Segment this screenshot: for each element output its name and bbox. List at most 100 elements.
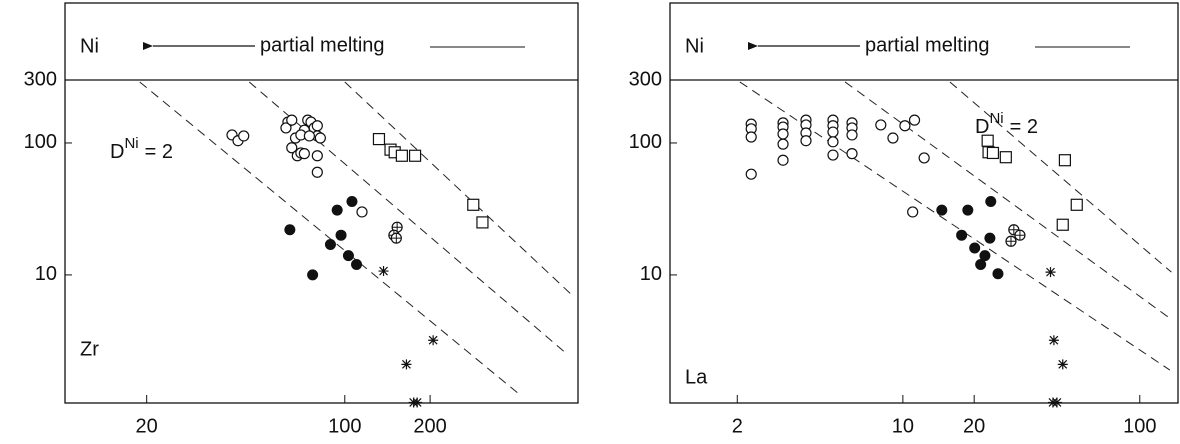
data-point	[395, 149, 408, 162]
data-point	[936, 204, 948, 216]
open-circle	[800, 135, 812, 147]
d-base: D	[975, 116, 989, 138]
y-tick-label: 300	[24, 68, 57, 90]
data-point	[956, 229, 968, 241]
data-point	[1005, 235, 1017, 247]
filled-circle	[969, 242, 981, 254]
data-point	[303, 130, 315, 142]
data-point	[1057, 359, 1068, 370]
open-circle	[875, 119, 887, 131]
d-rest: = 2	[145, 141, 173, 163]
x-tick-label: 100	[1123, 415, 1156, 437]
data-point	[981, 134, 994, 147]
arrow-label: partial melting	[865, 34, 990, 56]
data-point	[342, 250, 354, 262]
data-point	[351, 258, 363, 270]
y-tick-label: 10	[35, 263, 57, 285]
data-point	[408, 149, 422, 162]
d-sup: Ni	[989, 110, 1003, 127]
data-point	[999, 151, 1012, 164]
x-tick-label: 20	[136, 415, 158, 437]
data-point	[286, 114, 298, 126]
plus-part	[1008, 224, 1019, 235]
data-point	[1014, 229, 1026, 241]
filled-circle	[335, 229, 347, 241]
data-point	[401, 359, 412, 370]
d-sup: Ni	[124, 135, 138, 152]
data-point	[846, 148, 858, 160]
plot-frame	[669, 2, 1179, 404]
filled-circle	[936, 204, 948, 216]
plus-part	[391, 233, 402, 244]
open-circle	[280, 122, 292, 134]
x-tick-label: 100	[328, 415, 361, 437]
filled-circle	[992, 268, 1004, 280]
open-circle	[286, 142, 298, 154]
filled-circle	[979, 250, 991, 262]
data-point	[311, 150, 323, 162]
filled-circle	[346, 196, 358, 208]
open-circle	[286, 114, 298, 126]
data-point	[800, 135, 812, 147]
data-point	[311, 120, 323, 132]
square	[981, 134, 994, 147]
data-point	[907, 206, 919, 218]
data-point	[1056, 218, 1069, 231]
data-point	[298, 148, 310, 160]
data-point	[1070, 198, 1083, 211]
data-point	[887, 132, 899, 144]
data-point	[985, 196, 997, 208]
data-point	[238, 130, 250, 142]
open-circle	[298, 148, 310, 160]
data-point	[428, 335, 439, 346]
dashed-line	[344, 81, 573, 296]
element-label: Ni	[80, 35, 99, 57]
data-point	[979, 250, 991, 262]
data-point	[286, 142, 298, 154]
data-point	[827, 149, 839, 161]
data-point	[745, 168, 757, 180]
x-tick-label: 20	[963, 415, 985, 437]
data-point	[476, 216, 489, 229]
d-label: DNi = 2	[110, 135, 173, 163]
open-circle	[314, 132, 326, 144]
data-point	[378, 266, 389, 277]
open-circle	[827, 126, 839, 138]
element-name: Zr	[80, 338, 99, 360]
data-point	[331, 204, 343, 216]
asterisk-part	[1057, 359, 1068, 370]
data-point	[356, 206, 368, 218]
dashed-line	[139, 81, 521, 396]
open-circle	[887, 132, 899, 144]
plus-part	[1005, 236, 1016, 247]
data-point	[324, 239, 336, 251]
data-point	[918, 152, 930, 164]
filled-circle	[342, 250, 354, 262]
asterisk-part	[412, 397, 423, 408]
d-base: D	[110, 141, 124, 163]
data-point	[280, 122, 292, 134]
open-circle	[745, 131, 757, 143]
asterisk-part	[428, 335, 439, 346]
asterisk-part	[1051, 397, 1062, 408]
data-point	[777, 138, 789, 150]
data-point	[390, 232, 402, 244]
data-point	[335, 229, 347, 241]
open-circle	[777, 128, 789, 140]
y-tick-label: 300	[629, 68, 662, 90]
data-point	[412, 397, 423, 408]
open-circle	[311, 120, 323, 132]
data-point	[969, 242, 981, 254]
square	[1070, 198, 1083, 211]
open-circle	[827, 149, 839, 161]
open-circle	[907, 206, 919, 218]
filled-circle	[324, 239, 336, 251]
filled-circle	[962, 204, 974, 216]
open-circle	[846, 129, 858, 141]
data-point	[467, 198, 480, 211]
data-point	[827, 126, 839, 138]
square	[395, 149, 408, 162]
square	[408, 149, 422, 162]
element-label: Ni	[685, 35, 704, 57]
open-circle	[777, 154, 789, 166]
